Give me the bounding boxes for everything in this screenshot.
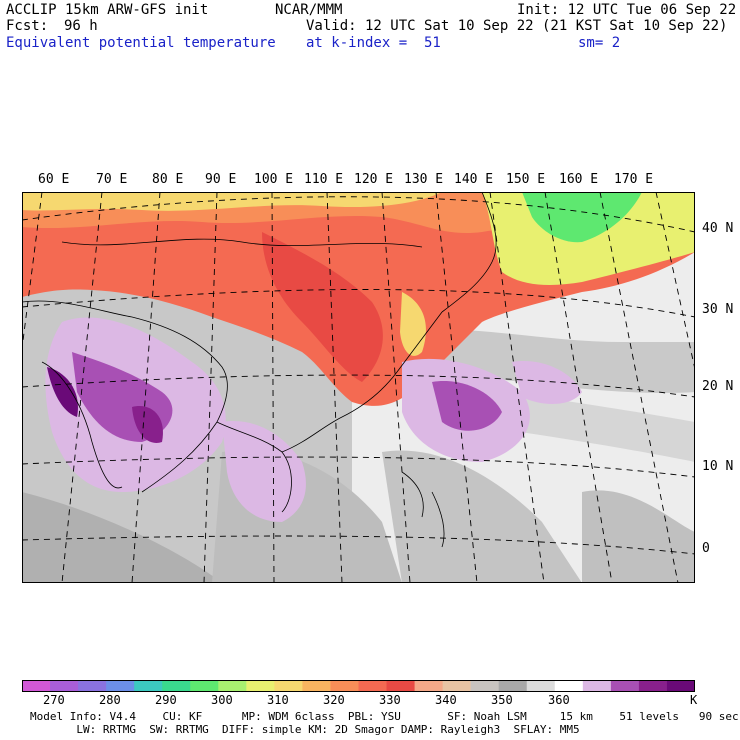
colorbar-swatch bbox=[302, 680, 331, 692]
init-time: Init: 12 UTC Tue 06 Sep 22 bbox=[517, 2, 737, 18]
colorbar-tick-label: 300 bbox=[211, 693, 233, 707]
colorbar-swatch bbox=[246, 680, 275, 692]
model-title: ACCLIP 15km ARW-GFS init bbox=[6, 2, 209, 18]
lon-label: 80 E bbox=[152, 172, 184, 187]
colorbar-swatch bbox=[526, 680, 556, 692]
colorbar-swatch bbox=[610, 680, 640, 692]
colorbar bbox=[22, 680, 695, 692]
colorbar-tick-label: 270 bbox=[43, 693, 65, 707]
colorbar-tick-label: 290 bbox=[155, 693, 177, 707]
forecast-hour: 96 h bbox=[64, 18, 98, 34]
colorbar-swatch bbox=[414, 680, 444, 692]
lon-label: 140 E bbox=[454, 172, 494, 187]
lat-label: 10 N bbox=[702, 459, 734, 474]
colorbar-swatch bbox=[218, 680, 247, 692]
colorbar-swatch bbox=[582, 680, 612, 692]
colorbar-swatch bbox=[22, 680, 51, 692]
colorbar-swatch bbox=[274, 680, 303, 692]
model-info-line1: Model Info: V4.4 CU: KF MP: WDM 6class P… bbox=[30, 710, 739, 723]
lat-label: 40 N bbox=[702, 221, 734, 236]
map-frame bbox=[22, 192, 695, 583]
lon-label: 90 E bbox=[205, 172, 237, 187]
colorbar-swatch bbox=[330, 680, 359, 692]
colorbar-swatch bbox=[470, 680, 500, 692]
lat-label: 30 N bbox=[702, 302, 734, 317]
colorbar-swatch bbox=[386, 680, 416, 692]
colorbar-swatch bbox=[78, 680, 107, 692]
coastlines bbox=[22, 192, 497, 548]
lon-label: 110 E bbox=[304, 172, 344, 187]
lat-label: 0 bbox=[702, 541, 710, 556]
lon-label: 60 E bbox=[38, 172, 70, 187]
colorbar-swatch bbox=[358, 680, 388, 692]
graticule bbox=[22, 192, 695, 583]
colorbar-swatch bbox=[554, 680, 584, 692]
colorbar-swatch bbox=[106, 680, 135, 692]
colorbar-swatch bbox=[666, 680, 695, 692]
colorbar-frame bbox=[22, 680, 695, 692]
forecast-label: Fcst: bbox=[6, 18, 49, 34]
colorbar-tick-label: 340 bbox=[435, 693, 457, 707]
lon-label: 170 E bbox=[614, 172, 654, 187]
organization-label: NCAR/MMM bbox=[275, 2, 343, 18]
lon-label: 150 E bbox=[506, 172, 546, 187]
lon-label: 70 E bbox=[96, 172, 128, 187]
field-name: Equivalent potential temperature bbox=[6, 35, 276, 51]
purple-shading bbox=[45, 317, 582, 522]
lon-label: 120 E bbox=[354, 172, 394, 187]
valid-time: Valid: 12 UTC Sat 10 Sep 22 (21 KST Sat … bbox=[306, 18, 728, 34]
colorbar-tick-label: 330 bbox=[379, 693, 401, 707]
colorbar-tick-label: 280 bbox=[99, 693, 121, 707]
colorbar-tick-label: 360 bbox=[548, 693, 570, 707]
smoothing-label: sm= 2 bbox=[578, 35, 621, 51]
colorbar-swatch bbox=[638, 680, 668, 692]
lat-label: 20 N bbox=[702, 379, 734, 394]
model-info-line2: LW: RRTMG SW: RRTMG DIFF: simple KM: 2D … bbox=[30, 723, 580, 736]
colorbar-unit: K bbox=[690, 693, 698, 707]
lon-label: 100 E bbox=[254, 172, 294, 187]
level-label: at k-index = 51 bbox=[306, 35, 441, 51]
theta-e-map bbox=[22, 192, 695, 583]
colorbar-swatch bbox=[134, 680, 163, 692]
colorbar-tick-label: 350 bbox=[491, 693, 513, 707]
colorbar-swatch bbox=[190, 680, 219, 692]
colorbar-swatch bbox=[442, 680, 472, 692]
colorbar-swatch bbox=[162, 680, 191, 692]
colorbar-tick-label: 310 bbox=[267, 693, 289, 707]
colorbar-tick-label: 320 bbox=[323, 693, 345, 707]
colorbar-swatch bbox=[498, 680, 528, 692]
lon-label: 160 E bbox=[559, 172, 599, 187]
lon-label: 130 E bbox=[404, 172, 444, 187]
colorbar-swatch bbox=[50, 680, 79, 692]
